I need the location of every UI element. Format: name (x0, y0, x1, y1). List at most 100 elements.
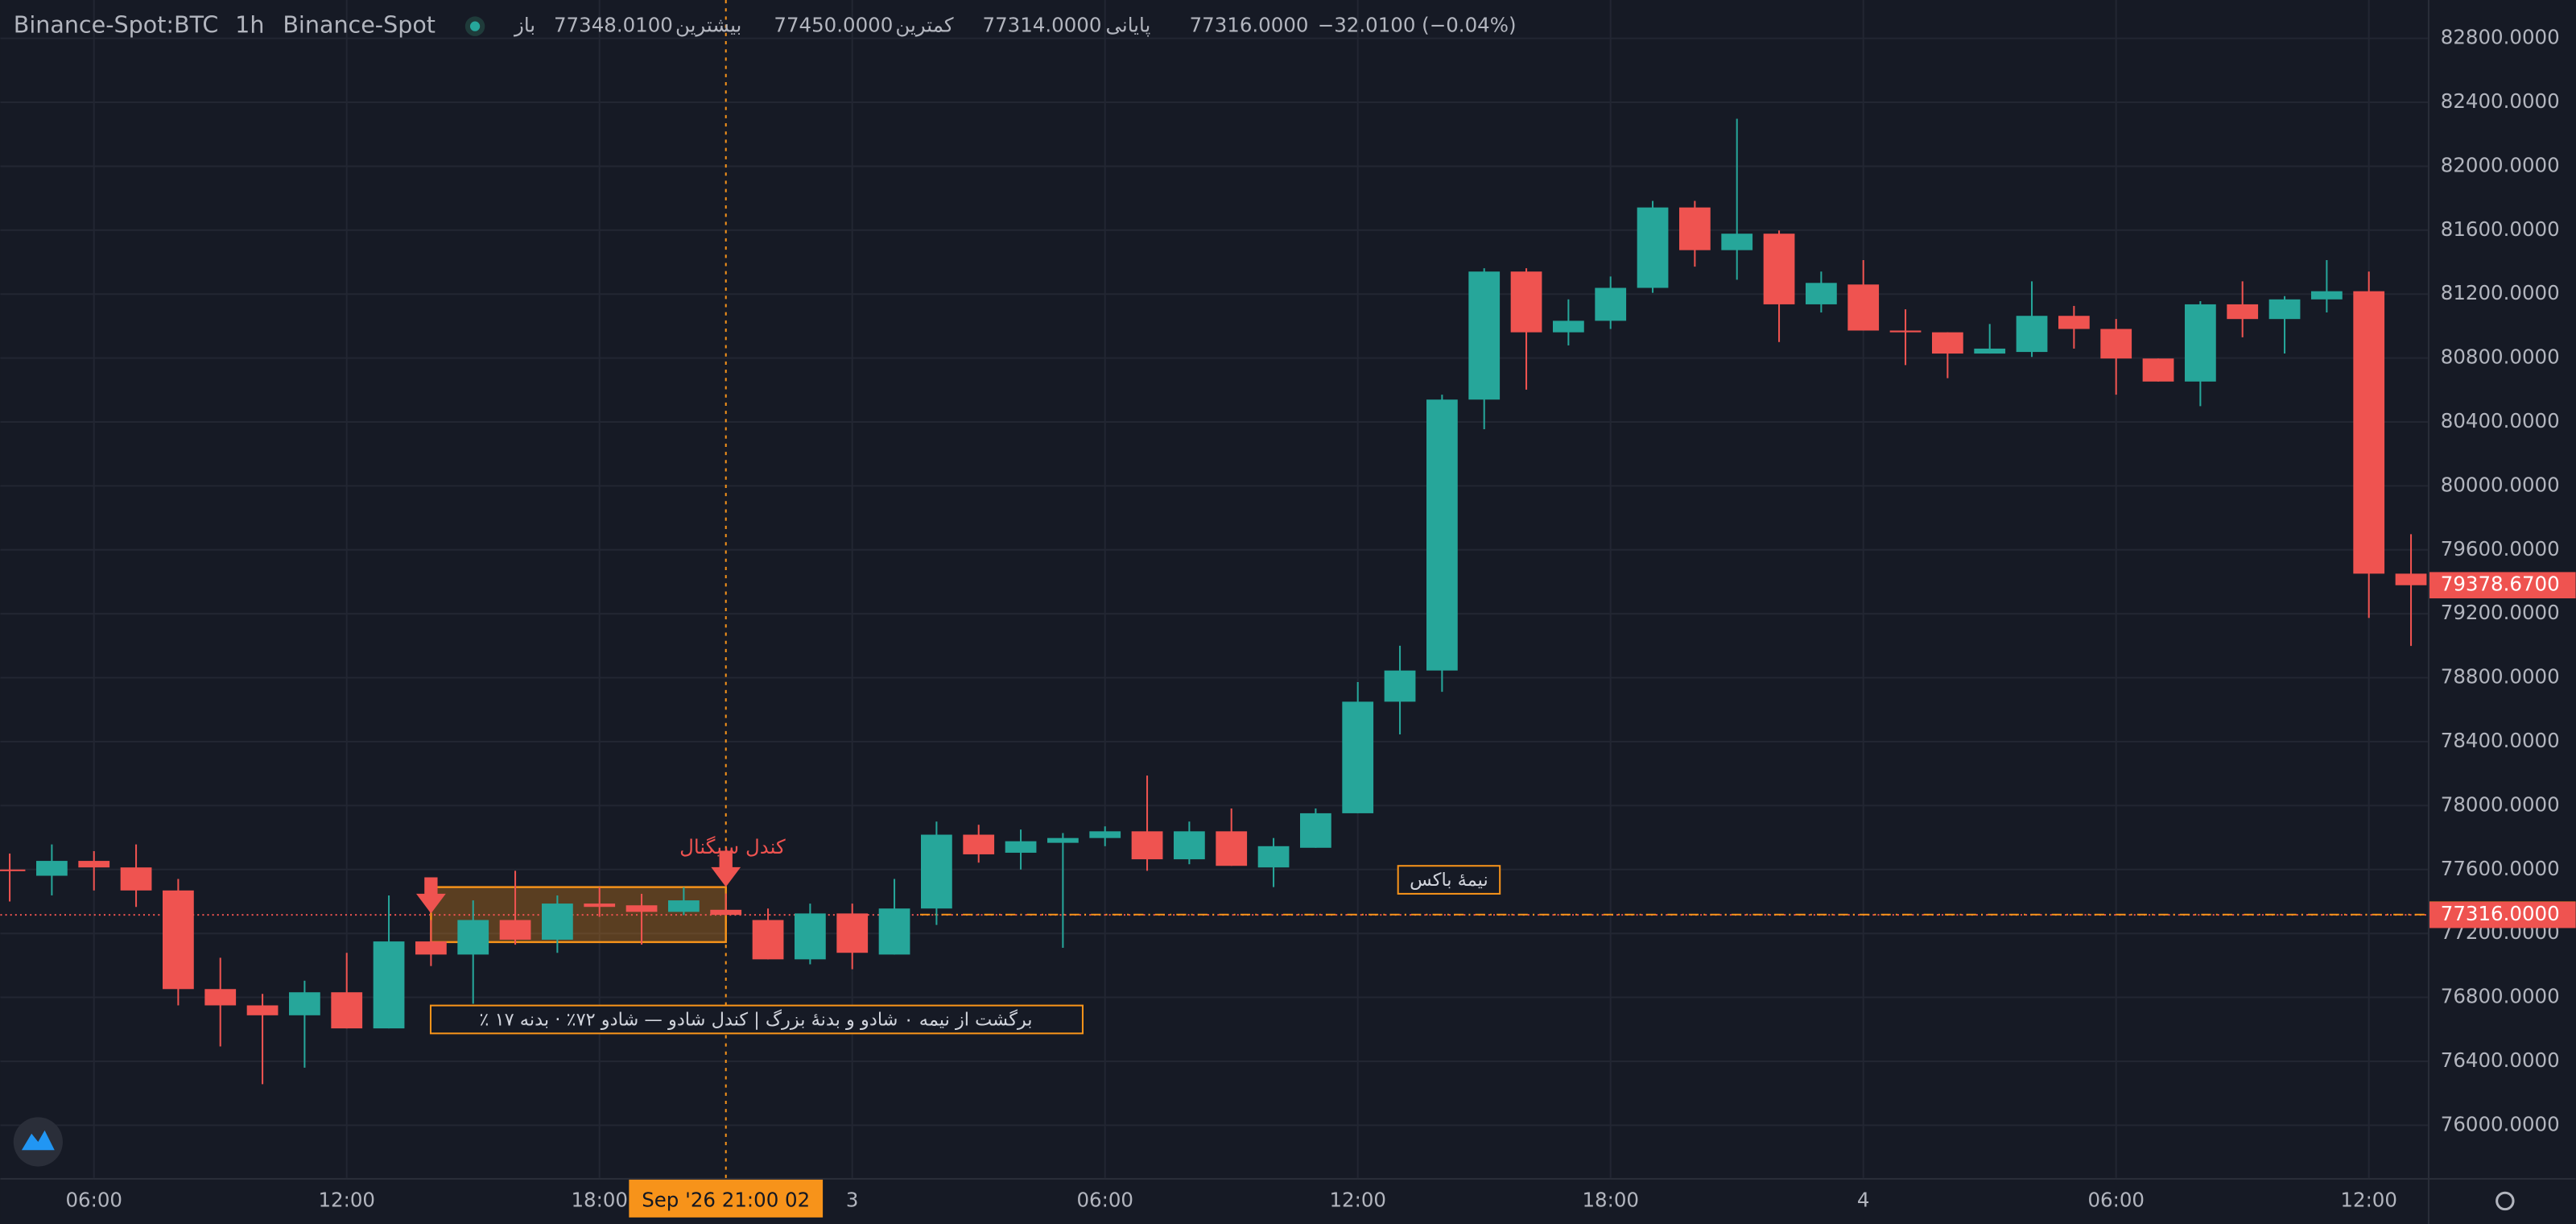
body (2100, 329, 2132, 359)
body (2184, 304, 2216, 382)
body (1721, 234, 1753, 250)
x-tick-label: 06:00 (1076, 1188, 1133, 1211)
x-tick-label: 06:00 (65, 1188, 122, 1211)
legend-label: پایانی (1106, 14, 1151, 37)
x-tick-label: 3 (846, 1188, 859, 1211)
exchange: Binance-Spot (283, 11, 436, 39)
y-tick-label: 82400.0000 (2441, 89, 2560, 113)
body (415, 941, 447, 955)
x-tick-label: 06:00 (2087, 1188, 2145, 1211)
status-dot (469, 21, 481, 31)
body (36, 861, 68, 876)
y-tick-label: 81600.0000 (2441, 217, 2560, 241)
body (1046, 837, 1079, 843)
body (1384, 670, 1416, 702)
y-tick-label: 78400.0000 (2441, 729, 2560, 752)
body (2395, 573, 2427, 585)
body (752, 920, 784, 960)
change: −32.0100 (−0.04%) (1318, 14, 1517, 37)
body (1342, 701, 1374, 813)
note-box (429, 1004, 1084, 1035)
body (710, 909, 742, 916)
annotations: Sep '26 21:00 02 کندل سیگنال نیمهٔ باکس ٪ ب… (416, 835, 1501, 1218)
signal-arrow (711, 850, 741, 887)
body (457, 920, 489, 955)
crosshair-time-label: Sep '26 21:00 02 (642, 1188, 810, 1211)
body (1005, 841, 1037, 853)
legend-value: 77450.0000 (774, 14, 893, 37)
y-tick-label: 80800.0000 (2441, 345, 2560, 369)
box-mid-label: نیمهٔ باکس (1410, 870, 1488, 891)
y-tick-label: 80000.0000 (2441, 473, 2560, 496)
body (1257, 846, 1290, 868)
body (1805, 283, 1837, 304)
y-tick-label: 78000.0000 (2441, 792, 2560, 816)
body (625, 905, 658, 912)
body (499, 920, 531, 940)
body (289, 992, 320, 1015)
y-tick-label: 79200.0000 (2441, 601, 2560, 624)
y-tick-label: 76800.0000 (2441, 985, 2560, 1008)
y-tick-label: 80400.0000 (2441, 409, 2560, 432)
body (1510, 271, 1542, 333)
body (795, 913, 826, 960)
legend-value: 77348.0100 (554, 14, 673, 37)
crosshair-time-box (629, 1179, 824, 1218)
body (2268, 299, 2301, 320)
body (836, 913, 869, 953)
body (1131, 831, 1163, 860)
body (204, 989, 237, 1006)
grid (0, 0, 2428, 1178)
signal-arrow (416, 877, 446, 914)
legend-value: 77314.0000 (983, 14, 1102, 37)
symbol[interactable]: Binance-Spot:BTC (14, 11, 219, 39)
body (668, 900, 700, 912)
body (1595, 287, 1627, 321)
price-label-box (2429, 572, 2576, 599)
price-label: 77316.0000 (2441, 902, 2560, 925)
x-tick-label: 18:00 (571, 1188, 628, 1211)
y-tick-label: 82800.0000 (2441, 26, 2560, 49)
body (1974, 348, 2006, 354)
candles (0, 118, 2427, 1085)
interval[interactable]: 1h (235, 11, 264, 39)
body (1931, 332, 1963, 354)
x-tick-label: 12:00 (2340, 1188, 2397, 1211)
y-tick-label: 81200.0000 (2441, 281, 2560, 304)
body (921, 834, 952, 909)
body (78, 861, 110, 868)
settings-icon[interactable] (2496, 1191, 2515, 1211)
body (2142, 358, 2174, 382)
y-tick-label: 79600.0000 (2441, 537, 2560, 560)
body (1299, 813, 1331, 848)
body (1173, 831, 1205, 860)
logo-mark[interactable] (21, 1130, 55, 1151)
body (1216, 831, 1248, 866)
logo[interactable] (13, 1117, 63, 1167)
legend-label: کمترین (895, 14, 953, 37)
y-tick-label: 78800.0000 (2441, 665, 2560, 688)
body (1678, 207, 1711, 250)
legend-label: بیشترین (675, 14, 741, 37)
x-tick-label: 12:00 (318, 1188, 375, 1211)
box-mid-label-box (1397, 865, 1501, 895)
body (2058, 316, 2090, 329)
x-tick-label: 4 (1857, 1188, 1870, 1211)
legend-value: 77316.0000 (1190, 14, 1309, 37)
settings[interactable] (2496, 1191, 2515, 1211)
body (2310, 291, 2343, 300)
note: ٪ برگشت از نیمه ۰ شادو و بدنهٔ بزرگ | کن… (479, 1009, 1032, 1031)
body (1552, 320, 1584, 333)
body (1637, 207, 1669, 288)
y-tick-label: 77600.0000 (2441, 857, 2560, 880)
y-tick-label: 76400.0000 (2441, 1048, 2560, 1072)
y-tick-label: 76000.0000 (2441, 1112, 2560, 1135)
y-tick-label: 82000.0000 (2441, 153, 2560, 176)
body (1763, 234, 1795, 304)
signal-label: کندل سیگنال (679, 835, 786, 858)
body (120, 867, 152, 891)
x-tick-label: 18:00 (1582, 1188, 1639, 1211)
